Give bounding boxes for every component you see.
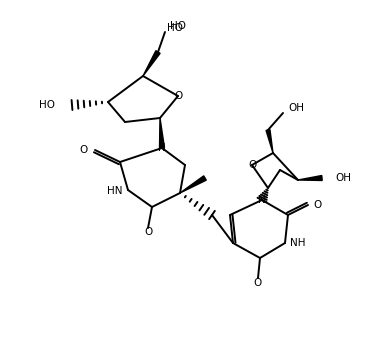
Text: HN: HN [107, 186, 122, 196]
Text: O: O [254, 278, 262, 288]
Polygon shape [159, 118, 165, 148]
Text: OH: OH [288, 103, 304, 113]
Text: HO: HO [170, 21, 186, 31]
Polygon shape [298, 176, 322, 180]
Text: O: O [174, 91, 182, 101]
Text: O: O [248, 160, 256, 170]
Text: O: O [144, 227, 152, 237]
Text: HO: HO [39, 100, 55, 110]
Text: N: N [158, 143, 166, 153]
Text: OH: OH [335, 173, 351, 183]
Text: HO: HO [167, 23, 183, 33]
Polygon shape [180, 176, 206, 193]
Polygon shape [266, 130, 273, 153]
Text: O: O [314, 200, 322, 210]
Polygon shape [143, 51, 160, 76]
Text: NH: NH [290, 238, 306, 248]
Text: O: O [79, 145, 87, 155]
Text: N: N [258, 195, 266, 205]
